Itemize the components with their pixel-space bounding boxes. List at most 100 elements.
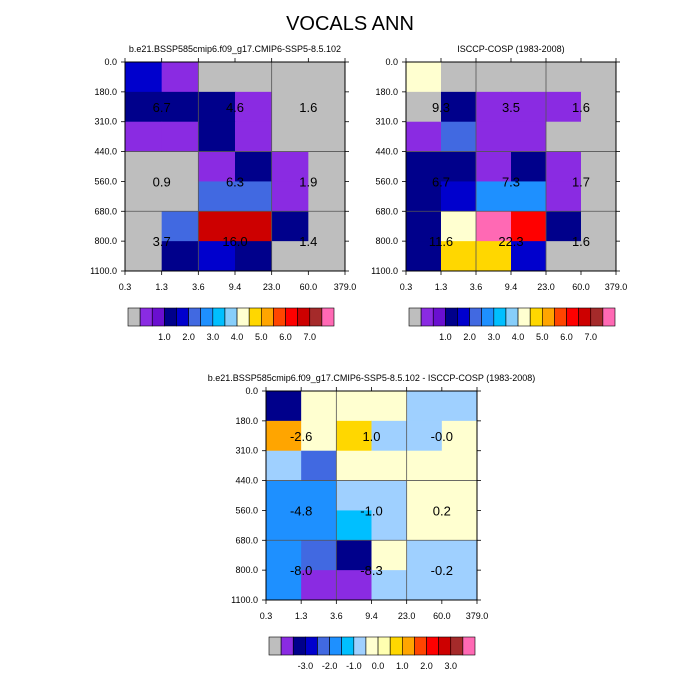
heatmap-cell: [336, 391, 372, 422]
cell-value-label: 3.7: [153, 234, 171, 249]
heatmap-cell: [308, 62, 346, 93]
colorbar-swatch: [602, 307, 616, 327]
heatmap-cell: [308, 121, 346, 153]
heatmap-cell: [336, 570, 372, 601]
heatmap-cell: [476, 91, 512, 123]
heatmap-cell: [271, 241, 309, 272]
heatmap-cell: [406, 510, 443, 541]
colorbar-swatch: [414, 636, 427, 656]
cell-value-label: 6.7: [432, 174, 450, 189]
y-tick-label: 440.0: [235, 476, 258, 486]
x-tick-label: 1.3: [295, 611, 308, 621]
heatmap-cell: [441, 211, 477, 242]
heatmap-cell: [336, 540, 372, 571]
heatmap-cell: [271, 211, 309, 242]
colorbar-swatch: [321, 307, 335, 327]
colorbar-label: -2.0: [322, 661, 338, 671]
y-tick-label: 560.0: [94, 176, 117, 186]
colorbar-label: 3.0: [207, 332, 220, 342]
cell-value-label: -8.3: [360, 563, 382, 578]
heatmap-cell: [235, 91, 273, 123]
cell-value-label: -1.0: [360, 503, 382, 518]
colorbar: -3.0 -2.0 -1.0 0.0 1.0 2.0 3.0: [268, 636, 476, 671]
y-tick-label: 560.0: [235, 505, 258, 515]
colorbar-swatch: [309, 307, 323, 327]
colorbar-swatch: [292, 636, 306, 656]
heatmap-cell: [406, 121, 442, 153]
heatmap-cell: [511, 241, 547, 272]
cell-value-label: 1.6: [572, 234, 590, 249]
heatmap-cell: [476, 121, 512, 153]
heatmap-cell: [308, 241, 346, 272]
heatmap-cell: [161, 181, 199, 212]
heatmap-cell: [476, 211, 512, 242]
heatmap-cell: [546, 91, 582, 123]
y-tick-label: 1100.0: [231, 595, 258, 605]
heatmap-cell: [308, 91, 346, 123]
heatmap-cell: [266, 540, 302, 571]
y-tick-label: 310.0: [235, 446, 258, 456]
y-tick-label: 680.0: [235, 535, 258, 545]
colorbar-swatch: [280, 636, 294, 656]
heatmap-cell: [235, 211, 273, 242]
heatmap-panel-3: b.e21.BSSP585cmip6.f09_g17.CMIP6-SSP5-8.…: [208, 373, 536, 671]
colorbar-swatch: [505, 307, 519, 327]
heatmap-cell: [441, 480, 478, 511]
heatmap-cell: [301, 391, 337, 422]
heatmap-cell: [336, 480, 372, 511]
heatmap-cell: [125, 211, 163, 242]
colorbar-swatch: [273, 307, 286, 327]
heatmap-cell: [301, 510, 337, 541]
colorbar-swatch: [139, 307, 153, 327]
colorbar-swatch: [457, 307, 470, 327]
heatmap-cell: [406, 211, 442, 242]
y-tick-label: 440.0: [375, 147, 398, 157]
cell-value-label: 4.6: [226, 100, 244, 115]
heatmap-cell: [511, 181, 547, 212]
heatmap-cell: [271, 62, 309, 93]
colorbar-label: 1.0: [439, 332, 452, 342]
cell-value-label: 6.7: [153, 100, 171, 115]
heatmap-cell: [406, 181, 442, 212]
heatmap-cell: [406, 62, 442, 93]
colorbar-swatch: [420, 307, 434, 327]
cell-value-label: 1.4: [299, 234, 317, 249]
colorbar-label: 1.0: [158, 332, 171, 342]
cell-value-label: 3.5: [502, 100, 520, 115]
x-tick-label: 1.3: [435, 282, 448, 292]
heatmap-cell: [371, 510, 408, 541]
heatmap-cell: [581, 181, 617, 212]
y-tick-label: 0.0: [104, 57, 117, 67]
colorbar-swatch: [260, 307, 274, 327]
heatmap-cell: [308, 151, 346, 182]
heatmap-cell: [476, 181, 512, 212]
colorbar-label: 1.0: [396, 661, 409, 671]
colorbar-label: 5.0: [255, 332, 268, 342]
heatmap-cell: [581, 91, 617, 123]
x-tick-label: 9.4: [505, 282, 518, 292]
heatmap-cell: [301, 540, 337, 571]
heatmap-cell: [125, 91, 163, 123]
heatmap-cell: [161, 241, 199, 272]
heatmap-cell: [271, 91, 309, 123]
cell-value-label: 9.3: [432, 100, 450, 115]
colorbar-label: 7.0: [304, 332, 317, 342]
panel-title: ISCCP-COSP (1983-2008): [457, 44, 564, 54]
heatmap-cell: [511, 121, 547, 153]
heatmap-cell: [441, 62, 477, 93]
heatmap-cell: [406, 151, 442, 182]
x-tick-label: 3.6: [192, 282, 205, 292]
heatmap-cell: [336, 420, 372, 452]
x-tick-label: 9.4: [365, 611, 378, 621]
colorbar-label: 6.0: [560, 332, 573, 342]
y-tick-label: 310.0: [94, 117, 117, 127]
colorbar-label: 6.0: [279, 332, 292, 342]
cell-value-label: -0.2: [431, 563, 453, 578]
heatmap-cell: [441, 91, 477, 123]
colorbar: 1.0 2.0 3.0 4.0 5.0 6.0 7.0: [127, 307, 335, 342]
heatmap-cell: [271, 151, 309, 182]
colorbar-swatch: [462, 636, 476, 656]
colorbar-label: 5.0: [536, 332, 549, 342]
cell-value-label: 0.9: [153, 174, 171, 189]
heatmap-cell: [441, 241, 477, 272]
